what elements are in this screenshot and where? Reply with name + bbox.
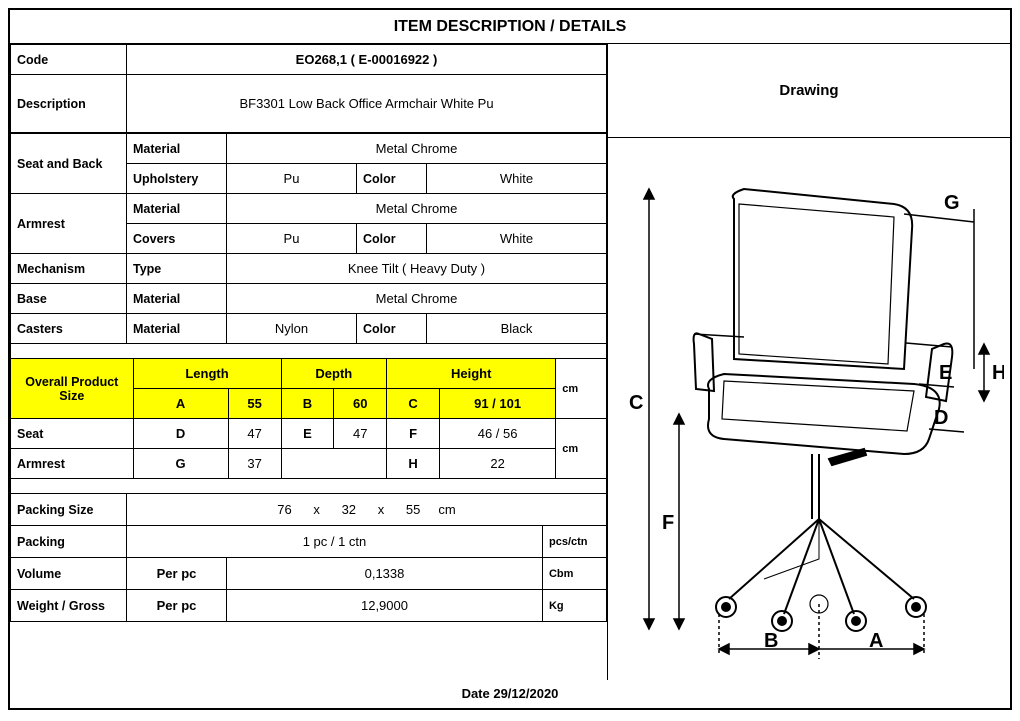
dim-A: A <box>133 389 228 419</box>
dim-E: E <box>281 419 334 449</box>
drawing-label: Drawing <box>608 44 1010 138</box>
volume-per: Per pc <box>127 558 227 590</box>
dim-Ev: 47 <box>334 419 387 449</box>
label-H: H <box>992 362 1004 384</box>
weight-value: 12,9000 <box>227 590 543 622</box>
spec-sheet: ITEM DESCRIPTION / DETAILS Code EO268,1 … <box>8 8 1012 710</box>
armrest-row-label: Armrest <box>11 449 134 479</box>
base-material-label: Material <box>127 284 227 314</box>
code-value: EO268,1 ( E-00016922 ) <box>127 45 607 75</box>
armrest-covers: Pu <box>227 224 357 254</box>
dim-blank <box>281 449 387 479</box>
seat-row-label: Seat <box>11 419 134 449</box>
label-D: D <box>934 407 948 429</box>
label-B: B <box>764 630 778 652</box>
depth-label: Depth <box>281 359 387 389</box>
armrest-material: Metal Chrome <box>227 194 607 224</box>
header-table: Code EO268,1 ( E-00016922 ) Description … <box>10 44 607 133</box>
armrest-material-label: Material <box>127 194 227 224</box>
label-A: A <box>869 630 883 652</box>
dim-C: C <box>387 389 440 419</box>
dim-Bv: 60 <box>334 389 387 419</box>
label-G: G <box>944 192 960 214</box>
seatback-upholstery-label: Upholstery <box>127 164 227 194</box>
footer-date: Date 29/12/2020 <box>10 680 1010 708</box>
dim-Cv: 91 / 101 <box>439 389 555 419</box>
armrest-covers-label: Covers <box>127 224 227 254</box>
mechanism-type: Knee Tilt ( Heavy Duty ) <box>227 254 607 284</box>
description-label: Description <box>11 75 127 133</box>
base-material: Metal Chrome <box>227 284 607 314</box>
dim-Dv: 47 <box>228 419 281 449</box>
seatback-material: Metal Chrome <box>227 134 607 164</box>
seatback-color: White <box>427 164 607 194</box>
chair-diagram: C F B A G H E D <box>608 138 1010 680</box>
dim-Hv: 22 <box>439 449 555 479</box>
data-tables: Code EO268,1 ( E-00016922 ) Description … <box>10 44 608 680</box>
volume-value: 0,1338 <box>227 558 543 590</box>
armrest-color: White <box>427 224 607 254</box>
dim-Fv: 46 / 56 <box>439 419 555 449</box>
packing-label: Packing <box>11 526 127 558</box>
dim-G: G <box>133 449 228 479</box>
label-F: F <box>662 512 674 534</box>
dim-D: D <box>133 419 228 449</box>
dim-B: B <box>281 389 334 419</box>
casters-material: Nylon <box>227 314 357 344</box>
weight-unit: Kg <box>542 590 606 622</box>
seatback-label: Seat and Back <box>11 134 127 194</box>
ops-label: Overall Product Size <box>11 359 134 419</box>
length-label: Length <box>133 359 281 389</box>
main-content: Code EO268,1 ( E-00016922 ) Description … <box>10 44 1010 680</box>
height-label: Height <box>387 359 556 389</box>
spacer <box>10 344 607 358</box>
dim-H: H <box>387 449 440 479</box>
packing-size-label: Packing Size <box>11 494 127 526</box>
seatback-upholstery: Pu <box>227 164 357 194</box>
dim-unit: cm <box>556 359 607 419</box>
casters-material-label: Material <box>127 314 227 344</box>
dim-Gv: 37 <box>228 449 281 479</box>
label-E: E <box>939 362 952 384</box>
packing-unit: pcs/ctn <box>542 526 606 558</box>
volume-label: Volume <box>11 558 127 590</box>
volume-unit: Cbm <box>542 558 606 590</box>
weight-per: Per pc <box>127 590 227 622</box>
casters-color-label: Color <box>357 314 427 344</box>
mechanism-label: Mechanism <box>11 254 127 284</box>
mechanism-type-label: Type <box>127 254 227 284</box>
packing-size-value: 76 x 32 x 55 cm <box>127 494 607 526</box>
spacer2 <box>10 479 607 493</box>
dim-unit2: cm <box>556 419 607 479</box>
weight-label: Weight / Gross <box>11 590 127 622</box>
casters-color: Black <box>427 314 607 344</box>
dimensions-table: Overall Product Size Length Depth Height… <box>10 358 607 479</box>
seatback-color-label: Color <box>357 164 427 194</box>
packing-table: Packing Size 76 x 32 x 55 cm Packing 1 p… <box>10 493 607 622</box>
code-label: Code <box>11 45 127 75</box>
dim-F: F <box>387 419 440 449</box>
casters-label: Casters <box>11 314 127 344</box>
armrest-color-label: Color <box>357 224 427 254</box>
drawing-pane: Drawing <box>608 44 1010 680</box>
dim-Av: 55 <box>228 389 281 419</box>
base-label: Base <box>11 284 127 314</box>
chair-svg: C F B A G H E D <box>614 159 1004 659</box>
specs-table: Seat and Back Material Metal Chrome Upho… <box>10 133 607 344</box>
packing-value: 1 pc / 1 ctn <box>127 526 543 558</box>
seatback-material-label: Material <box>127 134 227 164</box>
sheet-title: ITEM DESCRIPTION / DETAILS <box>10 10 1010 44</box>
label-C: C <box>629 392 643 414</box>
description-value: BF3301 Low Back Office Armchair White Pu <box>127 75 607 133</box>
armrest-label: Armrest <box>11 194 127 254</box>
